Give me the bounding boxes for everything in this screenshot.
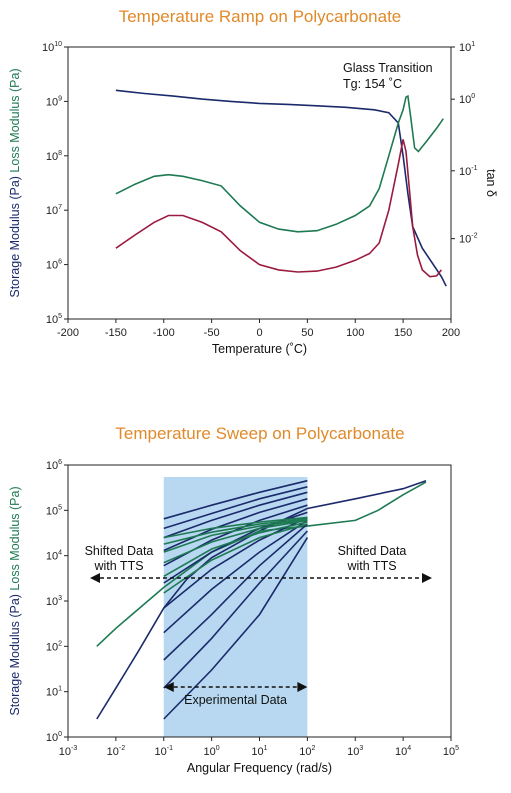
series-line bbox=[163, 518, 308, 545]
x-tick-label: 102 bbox=[299, 745, 315, 758]
series-line bbox=[163, 523, 308, 661]
y-tick-label: 104 bbox=[46, 550, 62, 563]
x-tick-label: 10-1 bbox=[155, 745, 174, 758]
y-tick-label: 1010 bbox=[42, 41, 62, 54]
chart-title: Temperature Sweep on Polycarbonate bbox=[115, 424, 404, 443]
series-line bbox=[115, 139, 443, 278]
arrowhead-left bbox=[163, 682, 174, 692]
series-line bbox=[163, 537, 309, 720]
series-line bbox=[163, 518, 308, 553]
y-axis-label: Storage Modulus (Pa) Loss Modulus (Pa) bbox=[8, 486, 22, 715]
y2-tick-label: 100 bbox=[459, 93, 475, 106]
y2-tick-label: 10-1 bbox=[459, 165, 478, 178]
y-tick-label: 106 bbox=[46, 259, 62, 272]
y-axis-label: Storage Modulus (Pa) Loss Modulus (Pa) bbox=[8, 68, 22, 297]
x-tick-label: 50 bbox=[301, 327, 313, 339]
series-line bbox=[163, 491, 308, 539]
x-tick-label: -150 bbox=[105, 327, 127, 339]
series-line bbox=[163, 519, 308, 634]
series-line bbox=[96, 479, 427, 720]
y-tick-label: 100 bbox=[46, 731, 62, 744]
series-line bbox=[115, 94, 444, 233]
y-tick-label: 102 bbox=[46, 640, 62, 653]
x-axis-label: Angular Frequency (rad/s) bbox=[187, 761, 332, 775]
x-tick-label: 10-2 bbox=[107, 745, 126, 758]
series-line bbox=[163, 523, 308, 594]
x-tick-label: 10-3 bbox=[59, 745, 78, 758]
series-line bbox=[163, 521, 308, 577]
chart-temperature-ramp: Temperature Ramp on Polycarbonate -200 -15… bbox=[42, 7, 498, 356]
annotation-line-1: Glass Transition bbox=[343, 61, 433, 75]
x-tick-label: 150 bbox=[394, 327, 412, 339]
series-line bbox=[163, 479, 308, 520]
series-line bbox=[163, 519, 308, 564]
series-line bbox=[163, 498, 308, 552]
x-tick-label: 101 bbox=[251, 745, 267, 758]
y-tick-label: 103 bbox=[46, 595, 62, 608]
series-line bbox=[163, 516, 308, 539]
x-tick-label: 104 bbox=[395, 745, 411, 758]
y-tick-label: 109 bbox=[46, 95, 62, 108]
y2-tick-label: 10-2 bbox=[459, 233, 478, 246]
y-tick-label: 105 bbox=[46, 313, 62, 326]
annotation-right-line-1: Shifted Data bbox=[338, 544, 407, 558]
annotation-right-line-2: with TTS bbox=[346, 559, 396, 573]
y-tick-label: 101 bbox=[46, 686, 62, 699]
x-tick-label: 100 bbox=[346, 327, 364, 339]
x-tick-label: -100 bbox=[153, 327, 175, 339]
y2-tick-label: 101 bbox=[459, 41, 475, 54]
x-tick-label: -50 bbox=[204, 327, 220, 339]
series-line bbox=[163, 516, 308, 609]
arrowhead-left bbox=[90, 573, 100, 583]
x-axis-label: Temperature (˚C) bbox=[212, 342, 307, 356]
x-tick-label: 105 bbox=[443, 745, 459, 758]
experimental-data-label: Experimental Data bbox=[184, 693, 287, 707]
x-tick-label: 100 bbox=[204, 745, 220, 758]
arrowhead-right bbox=[297, 682, 308, 692]
x-tick-label: 0 bbox=[256, 327, 262, 339]
y-tick-label: 108 bbox=[46, 150, 62, 163]
x-tick-label: 103 bbox=[347, 745, 363, 758]
y-tick-label: 106 bbox=[46, 459, 62, 472]
x-tick-label: 200 bbox=[442, 327, 460, 339]
chart-title: Temperature Ramp on Polycarbonate bbox=[119, 7, 402, 26]
series-line bbox=[115, 89, 447, 287]
y-tick-label: 107 bbox=[46, 204, 62, 217]
annotation-line-2: Tg: 154 ˚C bbox=[343, 77, 402, 91]
series-line bbox=[163, 486, 308, 530]
x-tick-label: -200 bbox=[57, 327, 79, 339]
annotation-left-line-1: Shifted Data bbox=[85, 544, 154, 558]
series-line bbox=[163, 530, 308, 689]
arrowhead-right bbox=[422, 573, 432, 583]
annotation-left-line-2: with TTS bbox=[93, 559, 143, 573]
y2-axis-label: tan δ bbox=[484, 169, 498, 197]
y-tick-label: 105 bbox=[46, 504, 62, 517]
